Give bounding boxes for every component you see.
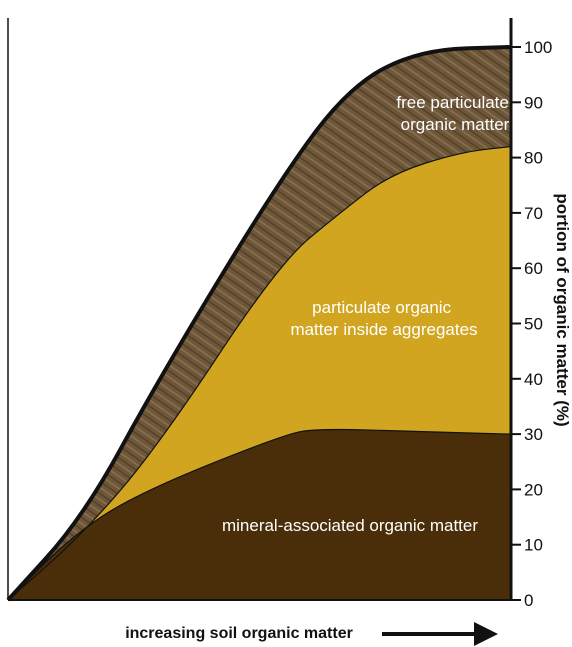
x-axis-arrow-icon xyxy=(382,622,498,646)
inside-label-line-1: particulate organic xyxy=(312,298,451,317)
y-axis-ticks: 0 10 20 30 40 50 60 70 80 90 100 xyxy=(511,38,552,610)
inside-aggregates-boundary xyxy=(7,145,512,601)
free-label-line-2: organic matter xyxy=(401,115,510,134)
x-axis-title: increasing soil organic matter xyxy=(125,625,353,642)
y-tick-label-70: 70 xyxy=(524,204,543,223)
y-tick-label-30: 30 xyxy=(524,425,543,444)
free-particulate-boundary xyxy=(6,45,512,602)
free-label: free particulate organic matter xyxy=(396,93,513,134)
inside-label-line-2: matter inside aggregates xyxy=(290,320,477,339)
y-tick-label-40: 40 xyxy=(524,370,543,389)
y-tick-label-100: 100 xyxy=(524,38,552,57)
y-tick-label-50: 50 xyxy=(524,315,543,334)
y-tick-label-0: 0 xyxy=(524,591,533,610)
mineral-associated-area xyxy=(8,429,511,600)
y-axis-title: portion of organic matter (%) xyxy=(553,193,572,426)
y-tick-label-80: 80 xyxy=(524,149,543,168)
y-tick-label-10: 10 xyxy=(524,536,543,555)
free-label-line-1: free particulate xyxy=(396,93,508,112)
y-tick-label-90: 90 xyxy=(524,93,543,112)
inside-aggregates-label: particulate organic matter inside aggreg… xyxy=(290,298,477,339)
mineral-associated-label: mineral-associated organic matter xyxy=(222,516,478,535)
y-tick-label-60: 60 xyxy=(524,259,543,278)
y-tick-label-20: 20 xyxy=(524,480,543,499)
mineral-associated-boundary xyxy=(7,428,512,601)
mineral-label-line-1: mineral-associated organic matter xyxy=(222,516,478,535)
